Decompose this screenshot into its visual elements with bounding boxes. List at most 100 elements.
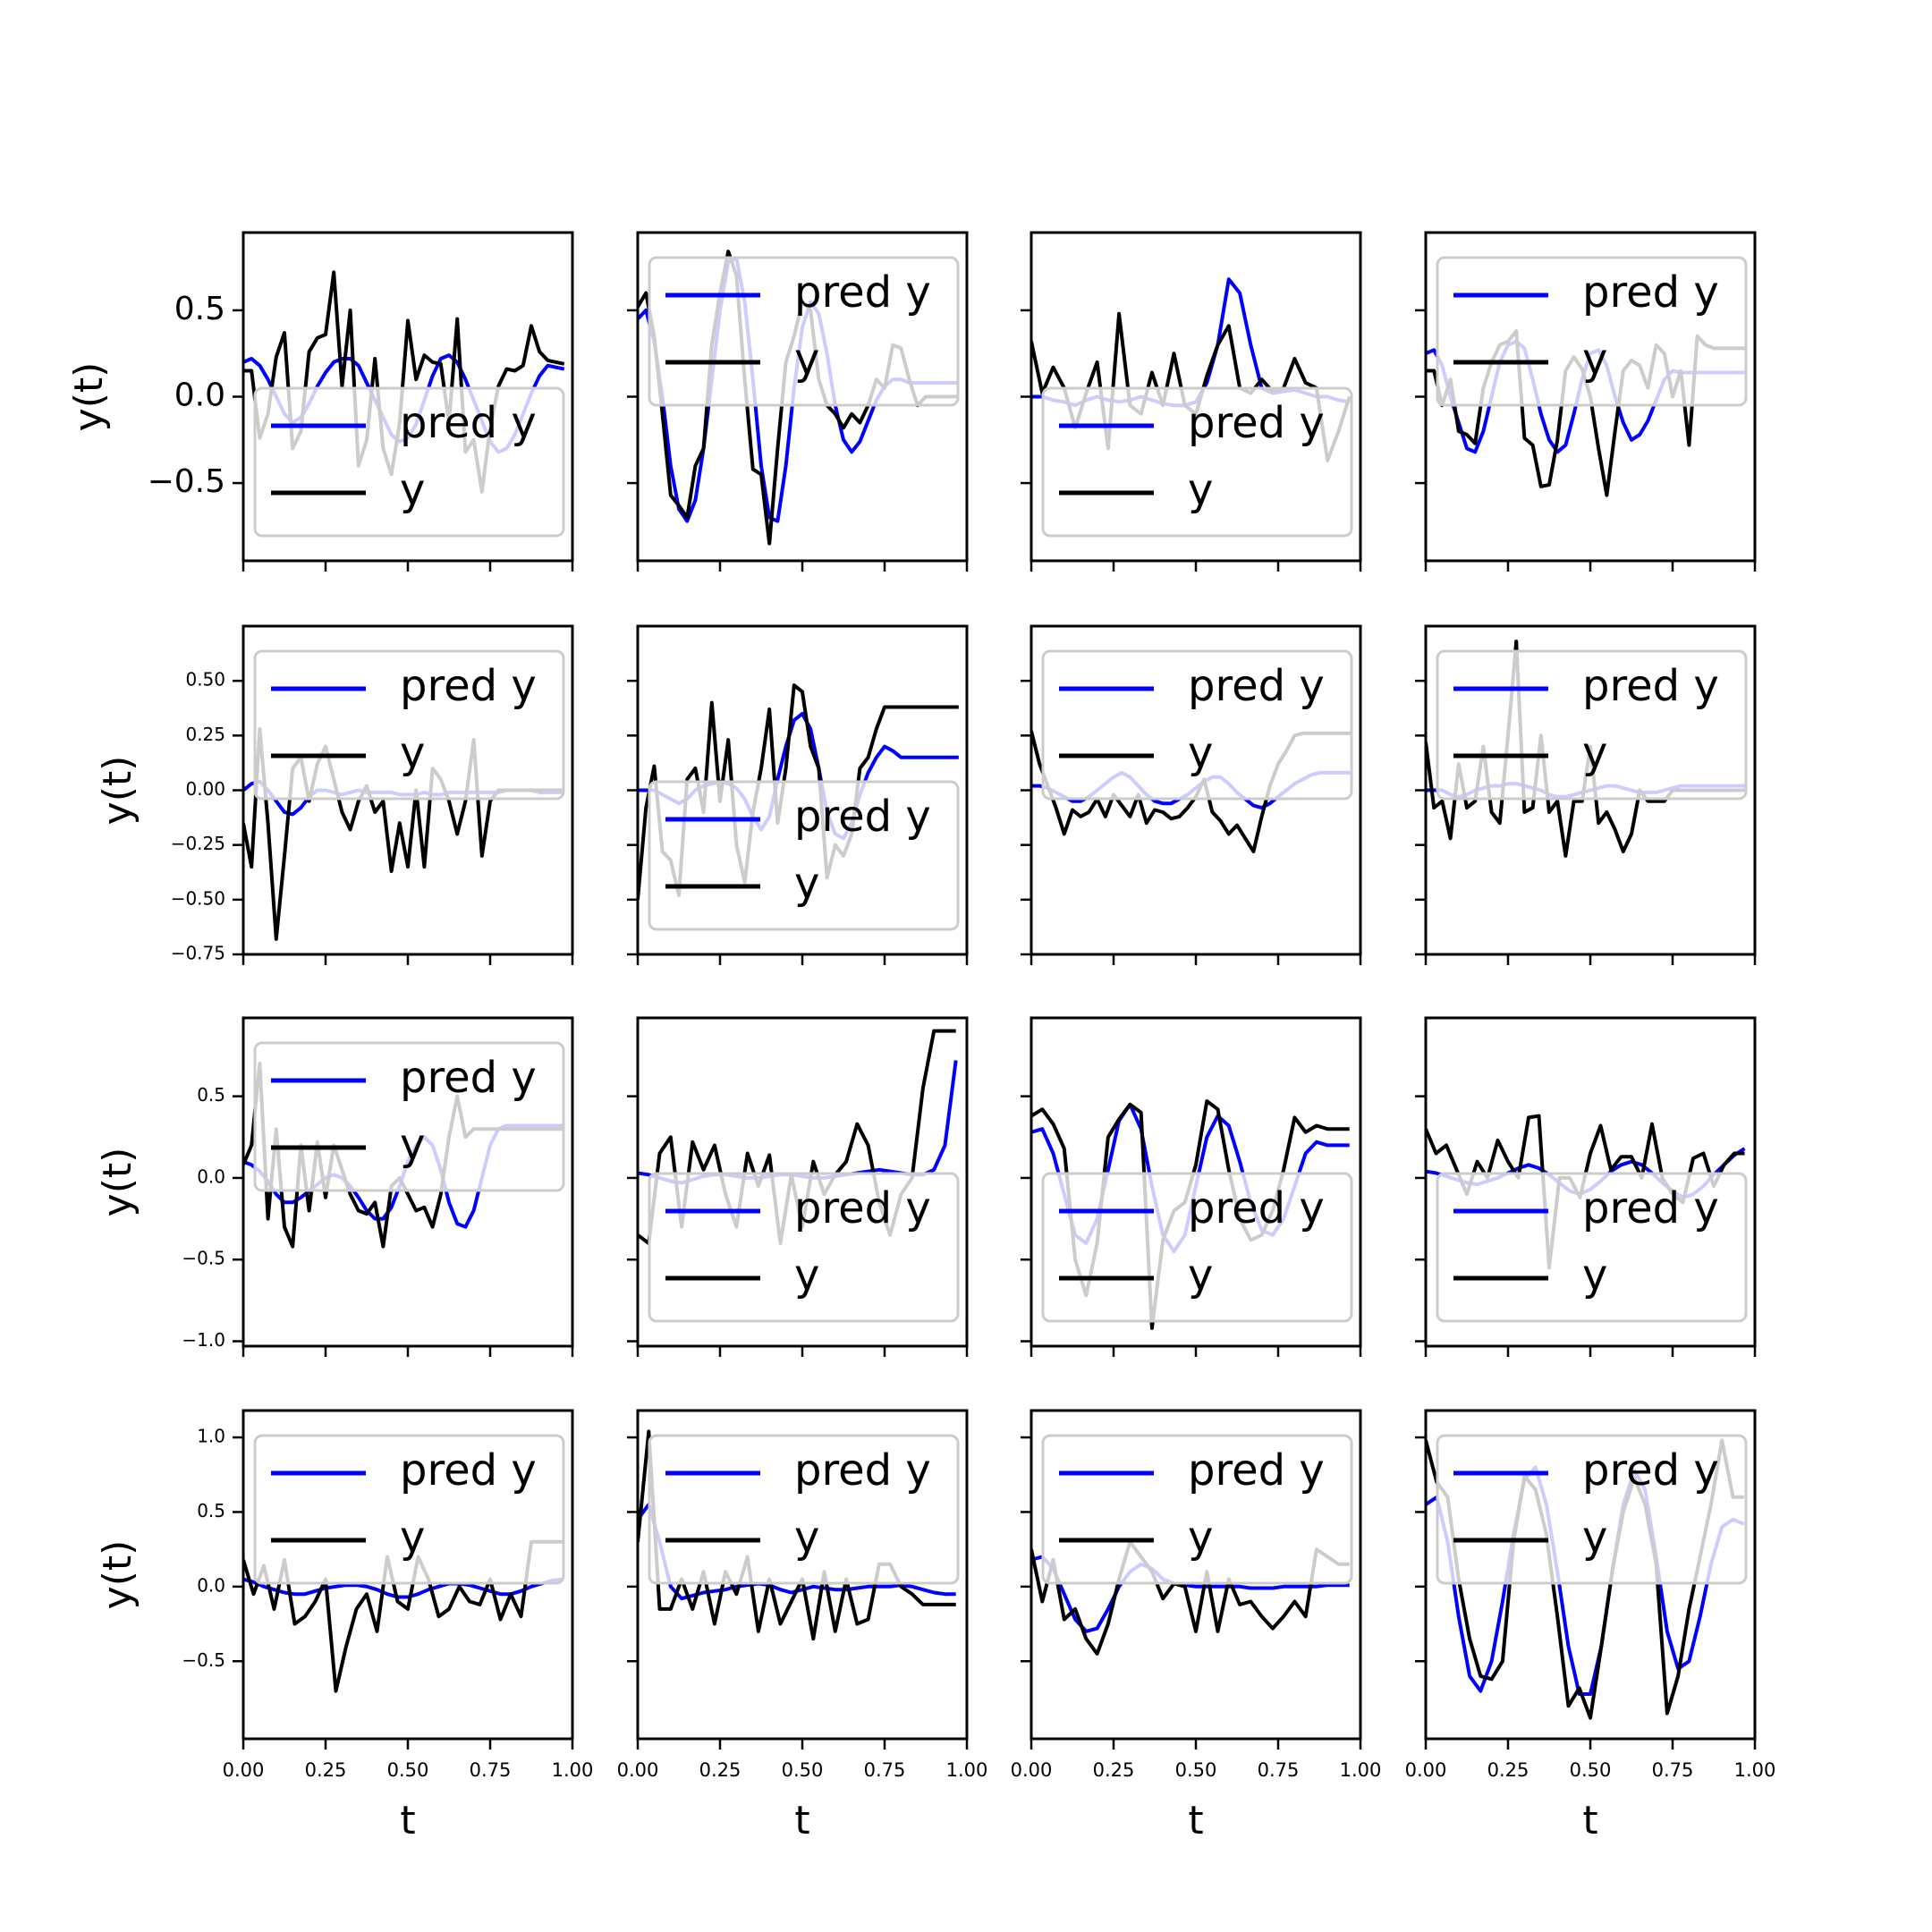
y-axis-label: y(t) — [95, 756, 140, 826]
legend: pred y y — [1436, 1172, 1748, 1323]
y-axis-label: y(t) — [95, 1148, 140, 1217]
legend-label: pred y — [1188, 398, 1325, 448]
legend: pred y y — [648, 1434, 960, 1585]
legend-label: pred y — [794, 1445, 931, 1496]
legend-label: pred y — [794, 1183, 931, 1233]
legend: pred y y — [1041, 386, 1353, 538]
legend: pred y y — [1436, 1434, 1748, 1585]
subplot-r2-c1: pred y y 0.50 0.25 0.00 −0.25 −0.50 −0.75 y(t) — [95, 624, 574, 965]
legend-label: y — [1582, 335, 1607, 385]
legend-label: y — [1188, 1250, 1213, 1301]
subplot-r3-c4: pred y y — [1415, 1016, 1757, 1357]
legend: pred y y — [1041, 649, 1353, 801]
x-tick-label: 0.25 — [1487, 1759, 1530, 1781]
legend: pred y y — [1041, 1172, 1353, 1323]
x-tick-label: 0.50 — [1570, 1759, 1612, 1781]
subplot-r3-c1: pred y y 0.5 0.0 −0.5 −1.0 y(t) — [95, 1016, 574, 1357]
y-tick-label: 0.0 — [197, 1574, 225, 1596]
legend-label: y — [1188, 728, 1213, 778]
x-tick-label: 1.00 — [946, 1759, 988, 1781]
y-axis-label: y(t) — [95, 1540, 140, 1610]
legend-label: y — [1582, 1513, 1607, 1563]
legend-label: pred y — [400, 1053, 537, 1103]
y-tick-label: −0.5 — [182, 1649, 225, 1671]
x-tick-label: 0.75 — [1652, 1759, 1694, 1781]
legend: pred y y — [648, 780, 960, 931]
x-tick-label: 0.00 — [617, 1759, 659, 1781]
x-tick-label: 0.00 — [1405, 1759, 1447, 1781]
legend-label: pred y — [1188, 1183, 1325, 1233]
legend-label: y — [1582, 1250, 1607, 1301]
subplot-r2-c3: pred y y — [1021, 624, 1362, 965]
legend: pred y y — [648, 256, 960, 407]
pred-series-line — [1426, 1465, 1745, 1696]
y-tick-label: −0.50 — [171, 887, 225, 909]
y-tick-label: 0.0 — [197, 1165, 225, 1187]
y-tick-label: 0.5 — [197, 1084, 225, 1106]
x-tick-label: 0.25 — [305, 1759, 347, 1781]
x-axis-label: t — [794, 1798, 809, 1843]
legend-label: pred y — [1582, 661, 1719, 711]
legend-label: y — [1188, 1513, 1213, 1563]
legend-label: pred y — [400, 398, 537, 448]
legend-label: pred y — [794, 792, 931, 842]
legend: pred y y — [253, 386, 565, 538]
subplot-r4-c1: pred y y 0.00 0.25 0.50 0.75 1.00 1.0 0.5 0.0 −0.5… — [95, 1409, 594, 1843]
subplot-r2-c2: pred y y — [627, 624, 969, 965]
legend: pred y y — [1041, 1434, 1353, 1585]
legend-label: y — [400, 728, 425, 778]
subplot-r4-c3: pred y y 0.00 0.25 0.50 0.75 1.00 t — [1011, 1409, 1382, 1843]
pred-series-line — [1031, 277, 1351, 408]
legend-label: y — [400, 1513, 425, 1563]
y-tick-label: 0.25 — [185, 724, 225, 745]
y-series-line — [638, 1429, 956, 1641]
x-tick-label: 1.00 — [1340, 1759, 1382, 1781]
legend: pred y y — [253, 1434, 565, 1585]
y-tick-label: −0.75 — [171, 943, 225, 964]
x-tick-label: 1.00 — [1734, 1759, 1776, 1781]
pred-series-line — [638, 1060, 958, 1185]
legend-label: pred y — [1582, 267, 1719, 318]
legend-label: pred y — [400, 661, 537, 711]
x-axis-label: t — [1188, 1798, 1203, 1843]
y-tick-label: −0.5 — [182, 1248, 225, 1269]
x-tick-label: 0.50 — [782, 1759, 824, 1781]
y-series-line — [243, 1539, 563, 1693]
legend-label: y — [794, 335, 819, 385]
legend-label: y — [1188, 465, 1213, 515]
y-tick-label: 0.50 — [185, 669, 225, 691]
legend: pred y y — [648, 1172, 960, 1323]
x-tick-label: 0.75 — [864, 1759, 906, 1781]
x-tick-label: 0.75 — [1258, 1759, 1300, 1781]
x-tick-label: 0.50 — [387, 1759, 429, 1781]
y-tick-label: 0.5 — [197, 1500, 225, 1521]
subplot-r1-c3: pred y y — [1021, 231, 1362, 572]
y-tick-label: −0.25 — [171, 833, 225, 854]
subplot-r2-c4: pred y y — [1415, 624, 1757, 965]
legend-label: pred y — [794, 267, 931, 318]
y-series-line — [1031, 1539, 1350, 1656]
x-tick-label: 0.00 — [1011, 1759, 1053, 1781]
legend: pred y y — [1436, 649, 1748, 801]
legend-label: pred y — [1188, 661, 1325, 711]
legend-label: pred y — [400, 1445, 537, 1496]
x-tick-label: 0.75 — [470, 1759, 512, 1781]
legend: pred y y — [253, 1041, 565, 1192]
y-tick-label: 0.0 — [174, 377, 225, 414]
legend: pred y y — [253, 649, 565, 801]
y-series-line — [638, 683, 959, 900]
x-tick-label: 0.00 — [223, 1759, 265, 1781]
subplot-r4-c4: pred y y 0.00 0.25 0.50 0.75 1.00 t — [1405, 1409, 1776, 1843]
legend-label: y — [1582, 728, 1607, 778]
x-tick-label: 0.50 — [1175, 1759, 1217, 1781]
x-tick-label: 1.00 — [552, 1759, 594, 1781]
x-tick-label: 0.25 — [699, 1759, 741, 1781]
legend-label: pred y — [1582, 1445, 1719, 1496]
legend-label: y — [400, 465, 425, 515]
subplot-r1-c1: pred y y 0.5 0.0 −0.5 y(t) — [66, 231, 574, 572]
subplot-r1-c4: pred y y — [1415, 231, 1757, 572]
legend-label: y — [400, 1120, 425, 1170]
legend-label: pred y — [1188, 1445, 1325, 1496]
subplot-r4-c2: pred y y 0.00 0.25 0.50 0.75 1.00 t — [617, 1409, 988, 1843]
y-tick-label: −0.5 — [148, 463, 225, 500]
